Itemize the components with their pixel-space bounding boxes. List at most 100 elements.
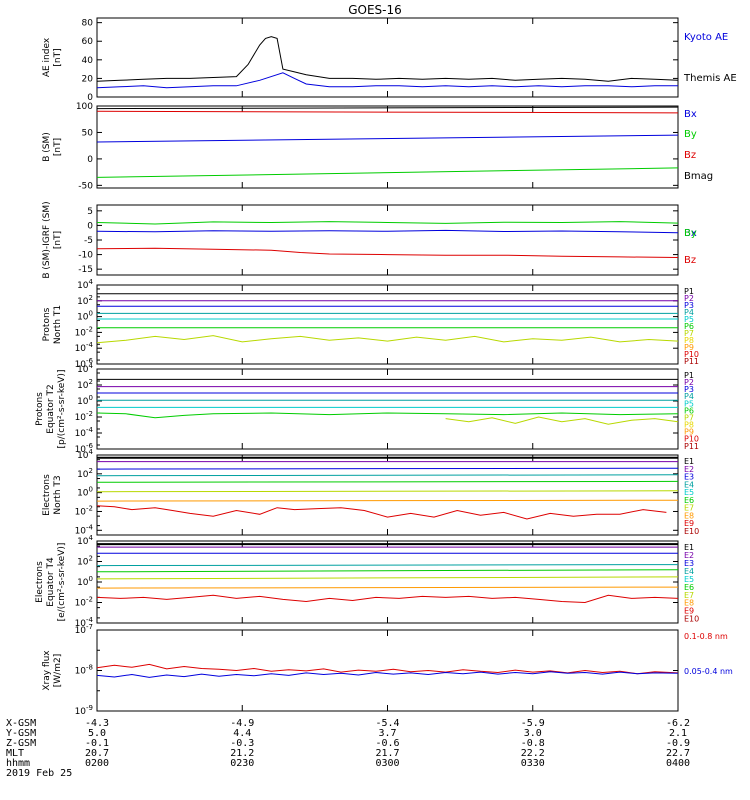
axis-row-value: 0400 xyxy=(666,758,690,769)
y-tick-exponent: 4 xyxy=(89,278,94,286)
y-axis-label: Protons xyxy=(42,307,52,341)
axis-row-label: MLT xyxy=(6,748,24,759)
axis-row-value: 3.0 xyxy=(524,728,542,739)
y-tick-label: 5 xyxy=(87,207,93,217)
y-tick-exponent: 2 xyxy=(89,467,93,475)
y-axis-label: Electrons xyxy=(35,561,45,603)
y-tick-exponent: 0 xyxy=(89,486,93,494)
legend-entry: E2 xyxy=(684,465,694,474)
y-tick-exponent: -7 xyxy=(86,623,93,631)
plot-title: GOES-16 xyxy=(348,3,402,17)
legend-entry: P4 xyxy=(684,392,694,401)
legend-entry: P8 xyxy=(684,336,694,345)
axis-row-value: 0300 xyxy=(375,758,399,769)
y-tick-label: -50 xyxy=(78,181,93,191)
y-tick-exponent: -6 xyxy=(86,442,94,450)
axis-row-value: -5.9 xyxy=(521,718,545,729)
y-tick-label: 102 xyxy=(77,294,93,307)
legend-entry: P2 xyxy=(684,378,694,387)
y-tick-exponent: 4 xyxy=(89,534,94,542)
legend-entry: E8 xyxy=(684,599,694,608)
legend-entry: P4 xyxy=(684,308,694,317)
series-line-themis-ae xyxy=(96,36,679,82)
y-tick-label: 102 xyxy=(77,378,93,391)
y-axis-label: Equator T4 xyxy=(46,557,56,607)
axis-row-value: 5.0 xyxy=(88,728,106,739)
y-tick-exponent: -2 xyxy=(86,504,93,512)
legend-entry: P6 xyxy=(684,322,694,331)
legend-entry: P2 xyxy=(684,294,694,303)
panel-frame xyxy=(96,284,679,365)
legend-entry: P5 xyxy=(684,315,694,324)
legend-entry: E5 xyxy=(684,488,694,497)
y-tick-label: 0 xyxy=(87,221,93,231)
legend-entry: Themis AE xyxy=(683,73,737,84)
y-tick-label: -5 xyxy=(84,236,93,246)
legend-entry: E3 xyxy=(684,473,694,482)
series-line-e4 xyxy=(96,564,679,567)
y-tick-exponent: 0 xyxy=(89,310,93,318)
y-tick-exponent: -2 xyxy=(86,325,93,333)
series-line-0-1-0-8-nm xyxy=(96,663,679,675)
axis-row-value: -4.3 xyxy=(85,718,109,729)
series-line-e8 xyxy=(96,594,679,604)
legend-entry: E10 xyxy=(684,527,699,536)
y-tick-label: 102 xyxy=(77,555,93,568)
y-tick-label: 60 xyxy=(82,37,94,47)
legend-entry: 0.05-0.4 nm xyxy=(684,667,733,676)
y-tick-label: 100 xyxy=(77,575,93,588)
panel-frame xyxy=(96,629,679,712)
legend-entry: P1 xyxy=(684,287,694,296)
y-axis-label: B (SM)-IGRF (SM) xyxy=(42,201,52,278)
series-line-e5 xyxy=(96,480,679,483)
legend-entry: E9 xyxy=(684,519,694,528)
axis-row-value: 21.7 xyxy=(375,748,399,759)
series-line-e6 xyxy=(96,576,679,580)
axis-row-label: X-GSM xyxy=(6,718,36,729)
y-tick-exponent: -2 xyxy=(86,596,93,604)
series-line-by xyxy=(96,221,679,225)
axis-row-value: -4.9 xyxy=(230,718,254,729)
y-tick-exponent: -9 xyxy=(86,704,93,712)
series-line-e7 xyxy=(96,586,679,589)
y-axis-label: Electrons xyxy=(42,474,52,516)
axis-row-value: 2.1 xyxy=(669,728,687,739)
legend-entry: Bx xyxy=(684,228,697,239)
y-axis-label: North T3 xyxy=(53,475,63,514)
series-line-e5 xyxy=(96,569,679,573)
panel-frame xyxy=(96,17,679,98)
y-tick-label: 100 xyxy=(76,102,93,112)
y-tick-exponent: -2 xyxy=(86,410,93,418)
axis-row-value: -0.3 xyxy=(230,738,254,749)
legend-entry: E1 xyxy=(684,543,694,552)
y-tick-label: 80 xyxy=(82,19,94,29)
legend-entry: P9 xyxy=(684,343,694,352)
y-tick-exponent: 4 xyxy=(89,362,94,370)
legend-entry: E5 xyxy=(684,575,694,584)
legend-entry: E9 xyxy=(684,607,694,616)
y-tick-exponent: 0 xyxy=(89,394,93,402)
y-tick-label: 10-4 xyxy=(75,341,94,354)
panel-bsm: -50 0 50 100 B (SM) [nT] Bx By Bz Bmag xyxy=(42,102,713,191)
legend-entry: E7 xyxy=(684,591,694,600)
panel-frame xyxy=(96,204,679,276)
y-axis-label: [nT] xyxy=(53,231,63,249)
y-axis-label: Equator T2 xyxy=(46,384,56,433)
y-tick-label: 10-2 xyxy=(75,596,93,609)
y-axis-label: [W/m2] xyxy=(53,654,63,687)
series-line-e3 xyxy=(96,467,679,470)
axis-row-value: 0200 xyxy=(85,758,109,769)
y-tick-exponent: -4 xyxy=(86,426,94,434)
legend-entry: E8 xyxy=(684,511,694,520)
series-line-by xyxy=(96,167,679,178)
series-line-p7 xyxy=(96,335,679,344)
legend-entry: P1 xyxy=(684,371,694,380)
axis-row-value: 0230 xyxy=(230,758,254,769)
x-axis-rows: X-GSM -4.3 -4.9 -5.4 -5.9 -6.2 Y-GSM 5.0 4.4 3.7 3… xyxy=(6,718,690,769)
